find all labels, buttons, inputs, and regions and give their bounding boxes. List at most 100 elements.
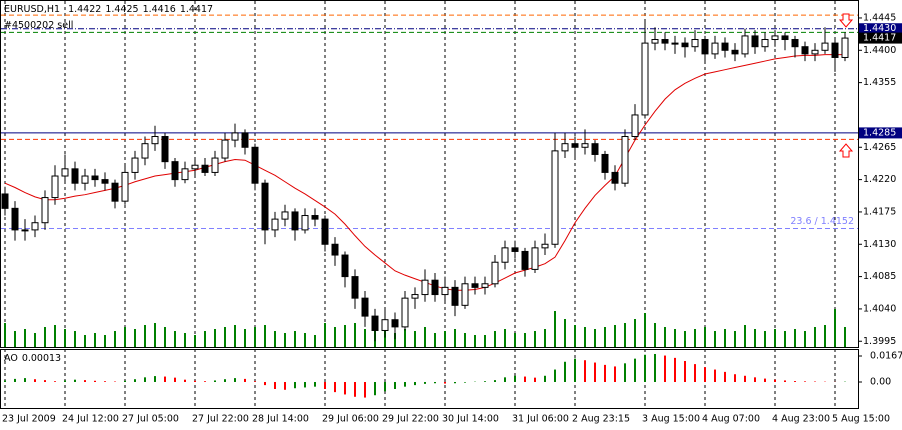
close-price: 1.4417 (180, 4, 213, 15)
y2-tick-label: 0.00 (870, 377, 891, 388)
candle-body (121, 171, 129, 202)
candle-body (831, 42, 839, 58)
candle-body (461, 283, 469, 306)
candle-body (41, 197, 49, 224)
candle-body (821, 42, 829, 51)
x-tick-label: 3 Aug 15:00 (642, 414, 700, 425)
indicator-header: AO 0.00013 (4, 353, 61, 364)
candle-body (491, 261, 499, 285)
low-price: 1.4416 (143, 4, 176, 15)
candle-body (301, 215, 309, 231)
symbol: EURUSD,H1 (4, 4, 60, 15)
x-tick-label: 4 Aug 07:00 (702, 414, 760, 425)
candle-body (191, 164, 199, 170)
candle-body (441, 286, 449, 296)
level-label: #4500202 sell (4, 20, 73, 31)
candle-body (451, 286, 459, 306)
candle-body (351, 276, 359, 299)
candle-body (131, 157, 139, 173)
price-label-box (859, 23, 902, 35)
y-tick-label: 1.4400 (863, 45, 896, 56)
candle-body (271, 218, 279, 231)
indicator-name: AO (4, 353, 18, 364)
price-label: 1.4417 (863, 33, 896, 44)
candle-body (721, 42, 729, 51)
y-tick-label: 1.4130 (863, 239, 896, 250)
y2-tick-label: 0.0167 (870, 351, 902, 362)
candle-body (321, 218, 329, 245)
candle-body (751, 35, 759, 48)
x-tick-label: 27 Jul 22:00 (192, 414, 249, 425)
x-tick-label: 29 Jul 22:00 (382, 414, 439, 425)
candle-body (761, 39, 769, 48)
candle-body (81, 175, 89, 184)
candle-body (291, 211, 299, 231)
candle-body (361, 297, 369, 317)
candle-body (681, 42, 689, 48)
candle-body (61, 168, 69, 177)
indicator-value: 0.00013 (22, 353, 61, 364)
candle-body (31, 222, 39, 231)
candle-body (701, 39, 709, 55)
y-tick-label: 1.4445 (863, 12, 896, 23)
candle-body (561, 143, 569, 152)
main-panel (0, 0, 859, 348)
candle-body (531, 247, 539, 270)
candle-body (91, 175, 99, 181)
candle-body (671, 42, 679, 45)
high-price: 1.4425 (105, 4, 138, 15)
candle-body (281, 211, 289, 220)
x-tick-label: 31 Jul 06:00 (512, 414, 569, 425)
candle-body (331, 243, 339, 256)
x-tick-label: 4 Aug 23:00 (772, 414, 830, 425)
candle-body (11, 207, 19, 231)
candle-body (381, 319, 389, 331)
y-tick-label: 1.4355 (863, 77, 896, 88)
candle-body (551, 150, 559, 245)
x-tick-label: 23 Jul 2009 (2, 414, 56, 425)
price-label: 1.4285 (863, 127, 896, 138)
candle-body (841, 37, 849, 58)
candle-body (251, 146, 259, 184)
candle-body (801, 46, 809, 55)
candle-body (101, 179, 109, 184)
candle-body (631, 114, 639, 138)
candle-body (201, 164, 209, 173)
candle-body (541, 243, 549, 249)
candle-body (641, 42, 649, 116)
open-price: 1.4422 (68, 4, 101, 15)
candle-body (521, 250, 529, 270)
candle-body (391, 319, 399, 328)
candle-body (151, 136, 159, 145)
candle-body (431, 279, 439, 296)
candle-body (581, 143, 589, 148)
candle-body (691, 39, 699, 48)
candle-body (211, 157, 219, 173)
candle-body (471, 283, 479, 288)
candle-body (781, 35, 789, 41)
x-tick-label: 24 Jul 12:00 (62, 414, 119, 425)
candle-body (341, 254, 349, 278)
candle-body (651, 39, 659, 44)
candle-body (591, 143, 599, 155)
candle-body (771, 35, 779, 41)
candle-body (741, 35, 749, 55)
x-tick-label: 28 Jul 14:00 (252, 414, 309, 425)
candle-body (181, 168, 189, 181)
level-label: 23.6 / 1.4152 (790, 216, 854, 227)
x-tick-label: 5 Aug 15:00 (832, 414, 890, 425)
buy-arrow (838, 143, 854, 158)
price-label: 1.4430 (863, 23, 896, 34)
candle-body (711, 42, 719, 55)
candle-body (601, 153, 609, 173)
x-tick-label: 30 Jul 14:00 (442, 414, 499, 425)
y-tick-label: 1.4175 (863, 206, 896, 217)
candle-body (611, 171, 619, 184)
candle-body (161, 136, 169, 163)
candle-body (241, 132, 249, 148)
candle-body (501, 247, 509, 263)
